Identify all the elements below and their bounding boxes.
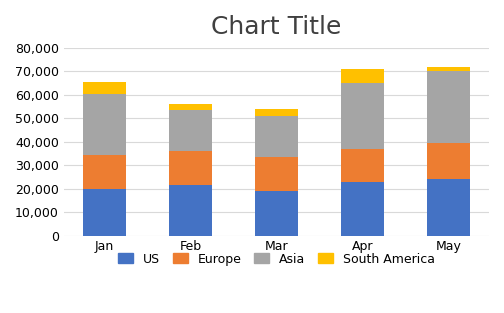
Bar	[341, 149, 384, 182]
Bar	[255, 116, 298, 157]
Bar	[83, 82, 126, 94]
Bar	[169, 110, 212, 151]
Bar	[341, 182, 384, 236]
Bar	[169, 104, 212, 110]
Bar	[255, 191, 298, 236]
Bar	[427, 179, 470, 236]
Bar	[169, 151, 212, 185]
Bar	[255, 157, 298, 191]
Bar	[427, 67, 470, 71]
Bar	[255, 109, 298, 116]
Bar	[83, 155, 126, 189]
Bar	[427, 143, 470, 179]
Bar	[169, 185, 212, 236]
Bar	[83, 189, 126, 236]
Bar	[341, 83, 384, 149]
Title: Chart Title: Chart Title	[211, 15, 342, 39]
Bar	[427, 71, 470, 143]
Bar	[83, 94, 126, 155]
Bar	[341, 69, 384, 83]
Legend: US, Europe, Asia, South America: US, Europe, Asia, South America	[113, 248, 440, 271]
